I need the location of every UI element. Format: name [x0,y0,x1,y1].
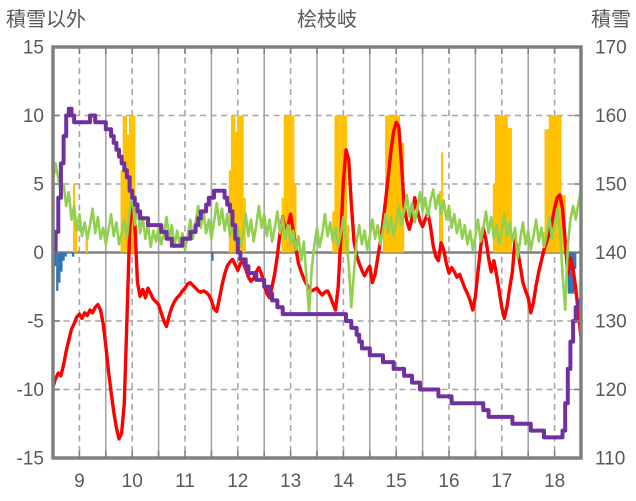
sunshine-bars-bar [237,115,240,253]
sunshine-bars-bar [557,115,560,253]
left-axis-tick-label: 0 [33,243,44,264]
sunshine-bars-bar [133,115,136,253]
sunshine-bars-bar [75,225,78,253]
sunshine-bars-bar [544,129,547,253]
sunshine-bars-bar [550,115,554,253]
sunshine-bars-bar [395,115,398,253]
sunshine-bars-bar [241,115,244,253]
sunshine-bars-bar [235,131,238,253]
chart-title: 桧枝岐 [297,8,357,31]
x-axis-tick-label: 11 [175,471,195,492]
sunshine-bars-bar [131,115,134,253]
right-axis-tick-label: 160 [595,106,627,127]
sunshine-bars-bar [347,225,350,253]
sunshine-bars-bar [336,115,339,253]
wind-line-group [53,162,581,315]
temperature-line [53,120,581,441]
right-axis-tick-label: 140 [595,243,627,264]
sunshine-bars-bar [124,115,128,253]
x-axis-tick-label: 10 [122,471,143,492]
series-layer [53,106,581,441]
sunshine-bars-bar [393,115,396,253]
sunshine-bars-bar [126,134,130,253]
sunshine-bars-bar [397,115,400,253]
sunshine-bars-bar [553,115,556,253]
sunshine-bars-bar [344,115,348,253]
x-axis-tick-label: 13 [280,471,301,492]
sunshine-bars-bar [546,129,549,253]
precip-bars-bar [569,252,573,294]
right-axis-title: 積雪 [591,8,631,31]
sunshine-bars-bar [505,115,508,253]
left-axis-tick-label: -15 [17,449,44,470]
sunshine-bars-bar [501,115,504,253]
sunshine-bars-bar [283,115,286,253]
sunshine-bars-bar [497,115,500,253]
snow-depth-line-group [53,106,581,440]
precip-bars-bar [56,252,59,291]
x-axis-tick-label: 17 [491,471,512,492]
x-axis-tick-label: 12 [227,471,248,492]
temperature-line-group [53,120,581,441]
right-axis-tick-label: 110 [595,449,625,470]
precip-bars-bar [574,252,577,269]
x-axis-tick-label: 15 [386,471,407,492]
precip-bars-bar [62,252,65,261]
right-axis-tick-label: 120 [595,380,627,401]
sunshine-bars-bar [120,170,123,253]
sunshine-bars-bar [492,184,496,253]
precip-bars-bar [211,252,214,261]
x-axis-tick-label: 9 [74,471,85,492]
left-axis-tick-label: 15 [23,38,44,59]
sunshine-bars-bar [548,115,551,253]
sunshine-bars-bar [294,184,297,253]
sunshine-bars-bar [399,142,403,253]
x-axis-tick-label: 16 [438,471,459,492]
sunshine-bars-bar [391,115,394,253]
precip-bars-bar [58,252,61,283]
tick-labels: 15 10 5 0 -5 -10 -15 170 160 150 140 130 120 110 9 10 11… [17,38,627,493]
sunshine-bars-bar [494,115,498,253]
precip-bars-bar [54,252,57,267]
sunshine-bars-bar [438,190,442,253]
sunshine-bars-bar [503,115,506,253]
sunshine-bars-bar [85,231,88,253]
snow-depth-line [53,106,581,440]
sunshine-bars-bar [292,115,295,253]
sunshine-bars-bar [287,115,291,253]
left-axis-tick-label: 5 [33,175,44,196]
sunshine-bars-bar [555,115,558,253]
sunshine-bars-bar [507,127,510,253]
right-axis-tick-label: 130 [595,312,627,333]
sunshine-bars-bar [389,115,392,253]
right-axis-tick-label: 150 [595,175,627,196]
sunshine-bars-bar [230,115,234,253]
sunshine-bars-bar [233,115,236,253]
x-axis-tick-label: 18 [544,471,565,492]
left-axis-title: 積雪以外 [6,8,86,31]
sunshine-bars-bar [334,115,337,253]
sunshine-bars-bar [122,115,125,253]
precip-bars-bar [72,252,75,257]
chart-render-root: 15 10 5 0 -5 -10 -15 170 160 150 140 130 120 110 9 10 11… [17,38,627,493]
sunshine-bars-bar [509,127,512,253]
tick-marks [53,47,581,458]
precip-bars-bar [64,252,67,257]
left-axis-tick-label: 10 [23,106,44,127]
left-axis-tick-label: -5 [27,312,44,333]
sunshine-bars-bar [499,115,502,253]
wind-line [53,162,581,315]
sunshine-bars-bar [290,115,293,253]
x-axis-tick-label: 14 [333,471,355,492]
left-axis-tick-label: -10 [17,380,44,401]
sunshine-bars-bar [559,115,562,253]
sunshine-bars-bar [338,115,341,253]
sunshine-bars-bar [285,115,289,253]
right-axis-tick-label: 170 [595,38,627,59]
precip-bars-bar [60,252,63,272]
sunshine-bars-bar [239,115,242,253]
